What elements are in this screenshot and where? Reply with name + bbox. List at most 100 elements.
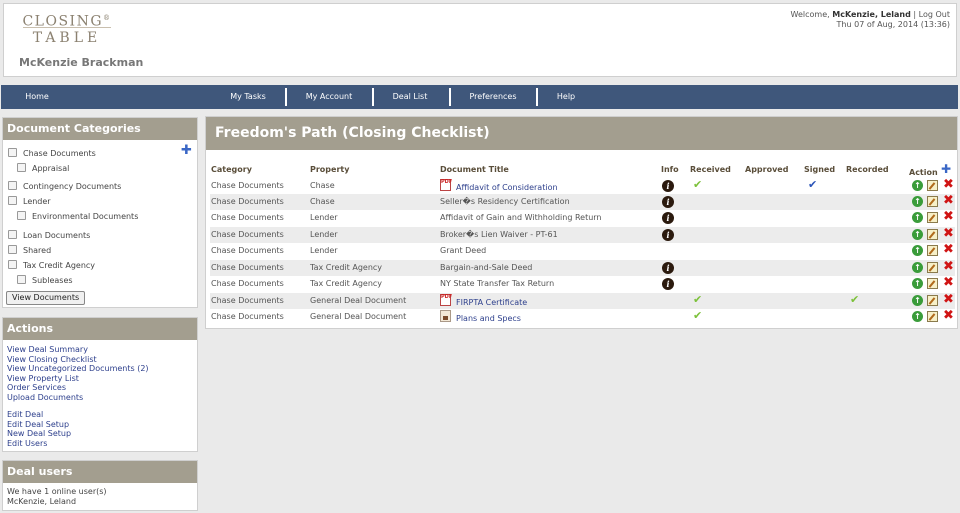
cell-property: Chase xyxy=(310,197,335,206)
category-checkbox[interactable] xyxy=(17,211,26,220)
action-link[interactable]: Edit Deal Setup xyxy=(7,419,70,429)
action-link[interactable]: Edit Users xyxy=(7,438,48,448)
category-label[interactable]: Subleases xyxy=(32,276,73,285)
info-icon[interactable]: i xyxy=(662,278,674,290)
document-title[interactable]: Affidavit of Consideration xyxy=(456,183,558,192)
category-label[interactable]: Lender xyxy=(23,197,51,206)
col-received: Received xyxy=(690,165,731,174)
received-check-icon: ✔ xyxy=(693,178,703,191)
delete-icon[interactable]: ✖ xyxy=(943,209,954,224)
category-label[interactable]: Contingency Documents xyxy=(23,182,122,191)
action-link[interactable]: View Deal Summary xyxy=(7,345,88,354)
edit-icon[interactable] xyxy=(927,295,938,306)
delete-icon[interactable]: ✖ xyxy=(943,193,954,208)
category-checkbox[interactable] xyxy=(8,260,17,269)
action-link[interactable]: Upload Documents xyxy=(7,392,84,402)
logout-link[interactable]: Log Out xyxy=(918,10,950,19)
category-checkbox[interactable] xyxy=(8,181,17,190)
nav-home[interactable]: Home xyxy=(25,92,49,101)
closing-table-logo[interactable]: CLOSING® TABLE xyxy=(22,13,112,46)
cell-property: Lender xyxy=(310,230,338,239)
move-up-icon[interactable]: ↑ xyxy=(912,196,923,207)
info-icon[interactable]: i xyxy=(662,229,674,241)
document-title[interactable]: Plans and Specs xyxy=(456,314,521,323)
action-link[interactable]: Order Services xyxy=(7,383,67,393)
move-up-icon[interactable]: ↑ xyxy=(912,180,923,191)
delete-icon[interactable]: ✖ xyxy=(943,292,954,307)
move-up-icon[interactable]: ↑ xyxy=(912,229,923,240)
move-up-icon[interactable]: ↑ xyxy=(912,262,923,273)
move-up-icon[interactable]: ↑ xyxy=(912,295,923,306)
move-up-icon[interactable]: ↑ xyxy=(912,212,923,223)
move-up-icon[interactable]: ↑ xyxy=(912,245,923,256)
online-user: McKenzie, Leland xyxy=(7,497,77,506)
category-label[interactable]: Loan Documents xyxy=(23,231,91,240)
document-title: Grant Deed xyxy=(440,246,487,255)
action-link[interactable]: View Uncategorized Documents (2) xyxy=(7,364,149,374)
category-label[interactable]: Appraisal xyxy=(32,164,70,173)
edit-icon[interactable] xyxy=(927,278,938,289)
category-label[interactable]: Shared xyxy=(23,246,52,255)
col-recorded: Recorded xyxy=(846,165,889,174)
category-checkbox[interactable] xyxy=(8,245,17,254)
pdf-file-icon[interactable]: PDF xyxy=(440,294,452,306)
edit-icon[interactable] xyxy=(927,180,938,191)
welcome-area: Welcome, McKenzie, Leland | Log Out Thu … xyxy=(791,10,950,30)
table-row: Chase Documents Tax Credit Agency Bargain-… xyxy=(210,260,955,276)
edit-icon[interactable] xyxy=(927,212,938,223)
nav-preferences[interactable]: Preferences xyxy=(469,92,517,101)
info-icon[interactable]: i xyxy=(662,180,674,192)
info-icon[interactable]: i xyxy=(662,212,674,224)
category-checkbox[interactable] xyxy=(17,163,26,172)
delete-icon[interactable]: ✖ xyxy=(943,259,954,274)
delete-icon[interactable]: ✖ xyxy=(943,177,954,192)
nav-my-account[interactable]: My Account xyxy=(305,92,353,101)
col-property[interactable]: Property xyxy=(310,165,350,174)
col-approved: Approved xyxy=(745,165,789,174)
delete-icon[interactable]: ✖ xyxy=(943,275,954,290)
main-nav: Home My Tasks My Account Deal List Prefe… xyxy=(1,85,958,109)
add-document-icon[interactable]: ✚ xyxy=(941,162,952,176)
edit-icon[interactable] xyxy=(927,229,938,240)
category-label[interactable]: Environmental Documents xyxy=(32,212,139,221)
delete-icon[interactable]: ✖ xyxy=(943,226,954,241)
cell-property: Tax Credit Agency xyxy=(310,279,383,288)
document-title: Bargain-and-Sale Deed xyxy=(440,263,533,272)
table-row: Chase Documents Lender Broker�s Lien Waive… xyxy=(210,227,955,243)
col-document-title[interactable]: Document Title xyxy=(440,165,509,174)
view-documents-button[interactable]: View Documents xyxy=(6,291,86,305)
edit-icon[interactable] xyxy=(927,262,938,273)
recorded-check-icon: ✔ xyxy=(850,293,860,306)
nav-help[interactable]: Help xyxy=(556,92,576,101)
delete-icon[interactable]: ✖ xyxy=(943,308,954,323)
image-file-icon[interactable] xyxy=(440,310,451,322)
move-up-icon[interactable]: ↑ xyxy=(912,311,923,322)
action-link[interactable]: View Closing Checklist xyxy=(7,354,97,364)
edit-icon[interactable] xyxy=(927,245,938,256)
actions-panel: Actions View Deal Summary View Closing Ch… xyxy=(2,317,198,452)
action-link[interactable]: Edit Deal xyxy=(7,410,44,419)
nav-deal-list[interactable]: Deal List xyxy=(392,92,428,101)
info-icon[interactable]: i xyxy=(662,262,674,274)
category-checkbox[interactable] xyxy=(8,196,17,205)
category-checkbox[interactable] xyxy=(8,230,17,239)
category-checkbox[interactable] xyxy=(8,148,17,157)
move-up-icon[interactable]: ↑ xyxy=(912,278,923,289)
nav-my-tasks[interactable]: My Tasks xyxy=(230,92,266,101)
action-link[interactable]: New Deal Setup xyxy=(7,429,72,439)
action-link[interactable]: View Property List xyxy=(7,373,79,383)
pdf-file-icon[interactable]: PDF xyxy=(440,179,452,191)
category-checkbox[interactable] xyxy=(17,275,26,284)
edit-icon[interactable] xyxy=(927,196,938,207)
info-icon[interactable]: i xyxy=(662,196,674,208)
edit-icon[interactable] xyxy=(927,311,938,322)
add-category-icon[interactable]: ✚ xyxy=(181,143,192,158)
cell-property: General Deal Document xyxy=(310,296,407,305)
category-label[interactable]: Tax Credit Agency xyxy=(23,261,96,270)
received-check-icon: ✔ xyxy=(693,293,703,306)
col-category[interactable]: Category xyxy=(211,165,252,174)
category-label[interactable]: Chase Documents xyxy=(23,149,96,158)
delete-icon[interactable]: ✖ xyxy=(943,242,954,257)
cell-category: Chase Documents xyxy=(211,279,284,288)
document-title[interactable]: FIRPTA Certificate xyxy=(456,298,528,307)
